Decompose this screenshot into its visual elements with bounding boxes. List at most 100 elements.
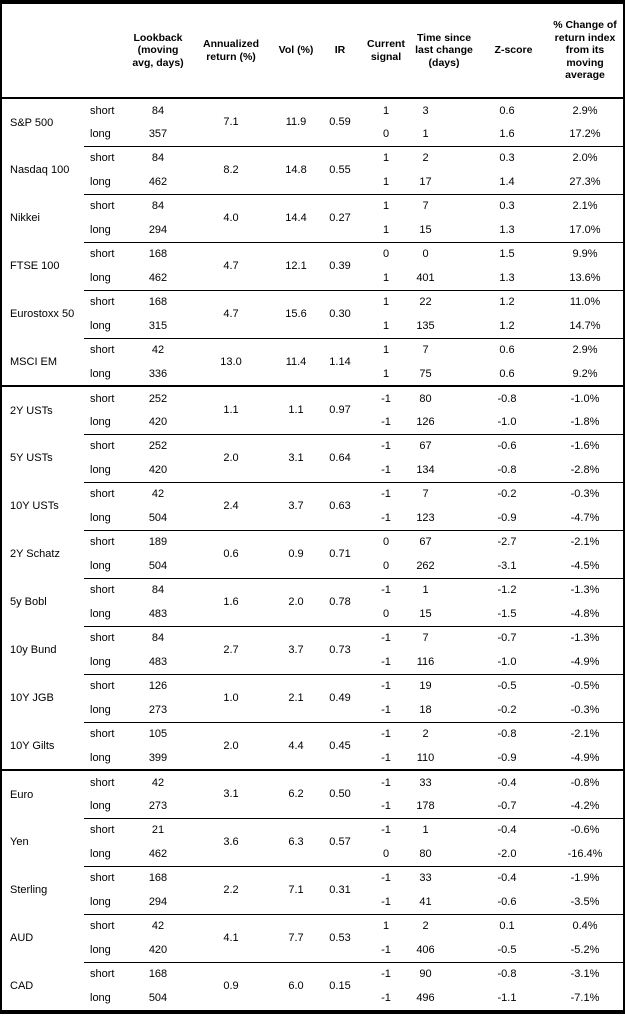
horizon-label: short [84, 433, 130, 458]
table-row: 2Y USTs short 252 1.1 1.1 0.97 -1 80 -0.8 -1.0% [2, 385, 623, 434]
table-row: long 462 1 401 1.3 13.6% [2, 266, 623, 290]
zscore-value: -0.9 [497, 511, 517, 524]
pct-change-value: -3.1% [547, 961, 623, 986]
annualized-return-value: 4.7 [186, 289, 276, 338]
table-row: long 357 0 1 1.6 17.2% [2, 122, 623, 146]
time-since-value: 496 [416, 992, 435, 1004]
time-since-value: 22 [408, 289, 480, 314]
zscore-value: 1.6 [499, 127, 515, 140]
lookback-value: 273 [148, 703, 168, 716]
signal-value: 0 [382, 559, 390, 572]
table-row: long 420 -1 406 -0.5 -5.2% [2, 938, 623, 962]
zscore-value: 1.5 [480, 241, 547, 266]
zscore-value: 1.4 [499, 175, 515, 188]
horizon-label: long [90, 559, 111, 572]
pct-change-value: -5.2% [570, 943, 600, 956]
table-row: 5Y USTs short 252 2.0 3.1 0.64 -1 67 -0.6 -1.6% [2, 433, 623, 482]
momentum-signals-table: Lookback (moving avg, days) Annualized r… [2, 4, 623, 1010]
time-since-value: 126 [416, 415, 435, 428]
zscore-value: -0.4 [480, 769, 547, 794]
horizon-label: long [90, 271, 111, 284]
time-since-value: 1 [408, 577, 480, 602]
table-row: 10Y USTs short 42 2.4 3.7 0.63 -1 7 -0.2 -0.3% [2, 481, 623, 530]
lookback-value: 21 [130, 817, 186, 842]
pct-change-value: -1.6% [547, 433, 623, 458]
zscore-value: 1.2 [499, 319, 515, 332]
zscore-value: -1.0 [497, 415, 517, 428]
ir-value: 1.14 [316, 337, 364, 386]
signal-value: -1 [381, 463, 391, 476]
annualized-return-value: 3.6 [186, 817, 276, 866]
column-header-horizon [84, 4, 130, 99]
signal-value: -1 [381, 992, 391, 1004]
lookback-value: 252 [130, 433, 186, 458]
lookback-value: 42 [130, 337, 186, 362]
zscore-value: 0.6 [499, 104, 515, 117]
time-since-value: 80 [408, 385, 480, 410]
time-since-value: 80 [419, 847, 432, 860]
asset-name: 10Y USTs [10, 500, 59, 512]
zscore-value: -0.6 [497, 895, 517, 908]
asset-name: Euro [2, 769, 84, 818]
lookback-value: 420 [148, 415, 168, 428]
time-since-value: 7 [408, 337, 480, 362]
time-since-value: 2 [408, 913, 480, 938]
table-row: long 336 1 75 0.6 9.2% [2, 362, 623, 386]
vol-value: 7.7 [276, 913, 316, 962]
pct-change-value: -0.3% [570, 703, 600, 716]
horizon-label: long [90, 511, 111, 524]
horizon-label: long [90, 655, 111, 668]
table-row: long 420 -1 126 -1.0 -1.8% [2, 410, 623, 434]
horizon-label: short [84, 961, 130, 986]
table-row: 2Y Schatz short 189 0.6 0.9 0.71 0 67 -2.7 -2.1% [2, 529, 623, 578]
pct-change-value: -3.5% [570, 895, 600, 908]
time-since-value: 178 [416, 799, 435, 812]
table-row: long 315 1 135 1.2 14.7% [2, 314, 623, 338]
time-since-value: 110 [416, 751, 435, 764]
vol-value: 6.0 [276, 961, 316, 1010]
signal-value: -1 [364, 961, 408, 986]
table-row: Nikkei short 84 4.0 14.4 0.27 1 7 0.3 2.1% [2, 193, 623, 242]
table-row: long 504 -1 123 -0.9 -4.7% [2, 506, 623, 530]
pct-change-value: 9.9% [547, 241, 623, 266]
ir-value: 0.31 [316, 865, 364, 914]
table-row: AUD short 42 4.1 7.7 0.53 1 2 0.1 0.4% [2, 913, 623, 962]
annualized-return-value: 2.0 [186, 721, 276, 770]
ir-value: 0.64 [316, 433, 364, 482]
signal-value: 1 [382, 271, 390, 284]
column-header-lookback: Lookback (moving avg, days) [130, 4, 186, 99]
table-row: Euro short 42 3.1 6.2 0.50 -1 33 -0.4 -0.8% [2, 769, 623, 818]
table-row: 5y Bobl short 84 1.6 2.0 0.78 -1 1 -1.2 -1.3% [2, 577, 623, 626]
signal-value: -1 [381, 655, 391, 668]
lookback-value: 462 [148, 175, 168, 188]
horizon-label: short [84, 817, 130, 842]
ir-value: 0.30 [316, 289, 364, 338]
lookback-value: 84 [130, 625, 186, 650]
signal-value: 1 [382, 104, 390, 117]
pct-change-value: 17.0% [569, 223, 601, 236]
signal-value: -1 [364, 769, 408, 794]
signal-value: -1 [381, 415, 391, 428]
pct-change-value: -7.1% [570, 992, 600, 1004]
pct-change-value: 9.2% [572, 367, 598, 380]
horizon-label: long [90, 319, 111, 332]
vol-value: 2.0 [276, 577, 316, 626]
pct-change-value: -1.0% [547, 385, 623, 410]
pct-change-value: 2.9% [572, 104, 598, 117]
annualized-return-value: 4.1 [186, 913, 276, 962]
horizon-label: long [90, 847, 111, 860]
vol-value: 6.3 [276, 817, 316, 866]
zscore-value: 0.6 [499, 367, 515, 380]
time-since-value: 134 [416, 463, 435, 476]
annualized-return-value: 0.9 [186, 961, 276, 1010]
signal-value: -1 [381, 943, 391, 956]
zscore-value: -0.8 [497, 463, 517, 476]
table-row: long 504 -1 496 -1.1 -7.1% [2, 986, 623, 1010]
pct-change-value: 2.9% [547, 337, 623, 362]
lookback-value: 462 [148, 271, 168, 284]
lookback-value: 273 [148, 799, 168, 812]
pct-change-value: -2.1% [547, 529, 623, 554]
pct-change-value: -2.1% [547, 721, 623, 746]
vol-value: 11.4 [276, 337, 316, 386]
asset-name: 5y Bobl [10, 596, 47, 608]
